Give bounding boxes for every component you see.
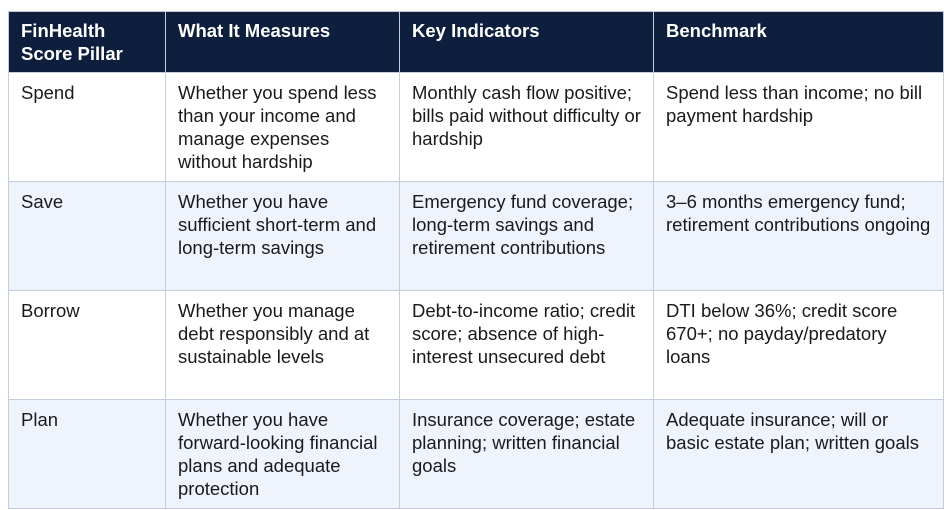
table-cell: Insurance coverage; estate planning; wri… bbox=[399, 399, 654, 509]
header-cell: What It Measures bbox=[165, 11, 400, 73]
table-header: FinHealth Score Pillar What It Measures Ke… bbox=[8, 11, 944, 73]
table-cell: Debt-to-income ratio; credit score; abse… bbox=[399, 290, 654, 400]
table-cell: Spend less than income; no bill payment … bbox=[653, 72, 944, 182]
table-row: Plan Whether you have forward-looking fin… bbox=[8, 399, 944, 509]
table-row: Save Whether you have sufficient short-te… bbox=[8, 181, 944, 291]
header-cell: Benchmark bbox=[653, 11, 944, 73]
header-cell: Key Indicators bbox=[399, 11, 654, 73]
header-row: FinHealth Score Pillar What It Measures Ke… bbox=[8, 11, 944, 73]
table-cell: Emergency fund coverage; long-term savin… bbox=[399, 181, 654, 291]
table-body: Spend Whether you spend less than your in… bbox=[8, 72, 944, 509]
table-cell: Whether you have sufficient short-term a… bbox=[165, 181, 400, 291]
table-cell: Whether you manage debt responsibly and … bbox=[165, 290, 400, 400]
pillar-cell: Spend bbox=[8, 72, 166, 182]
table-row: Borrow Whether you manage debt responsibl… bbox=[8, 290, 944, 400]
pillar-cell: Save bbox=[8, 181, 166, 291]
table-cell: Whether you have forward-looking financi… bbox=[165, 399, 400, 509]
pillar-table: FinHealth Score Pillar What It Measures Ke… bbox=[8, 11, 944, 509]
pillar-cell: Borrow bbox=[8, 290, 166, 400]
table-cell: 3–6 months emergency fund; retirement co… bbox=[653, 181, 944, 291]
pillar-cell: Plan bbox=[8, 399, 166, 509]
table-row: Spend Whether you spend less than your in… bbox=[8, 72, 944, 182]
table-cell: DTI below 36%; credit score 670+; no pay… bbox=[653, 290, 944, 400]
table-cell: Monthly cash flow positive; bills paid w… bbox=[399, 72, 654, 182]
table-cell: Adequate insurance; will or basic estate… bbox=[653, 399, 944, 509]
table-cell: Whether you spend less than your income … bbox=[165, 72, 400, 182]
header-cell: FinHealth Score Pillar bbox=[8, 11, 166, 73]
